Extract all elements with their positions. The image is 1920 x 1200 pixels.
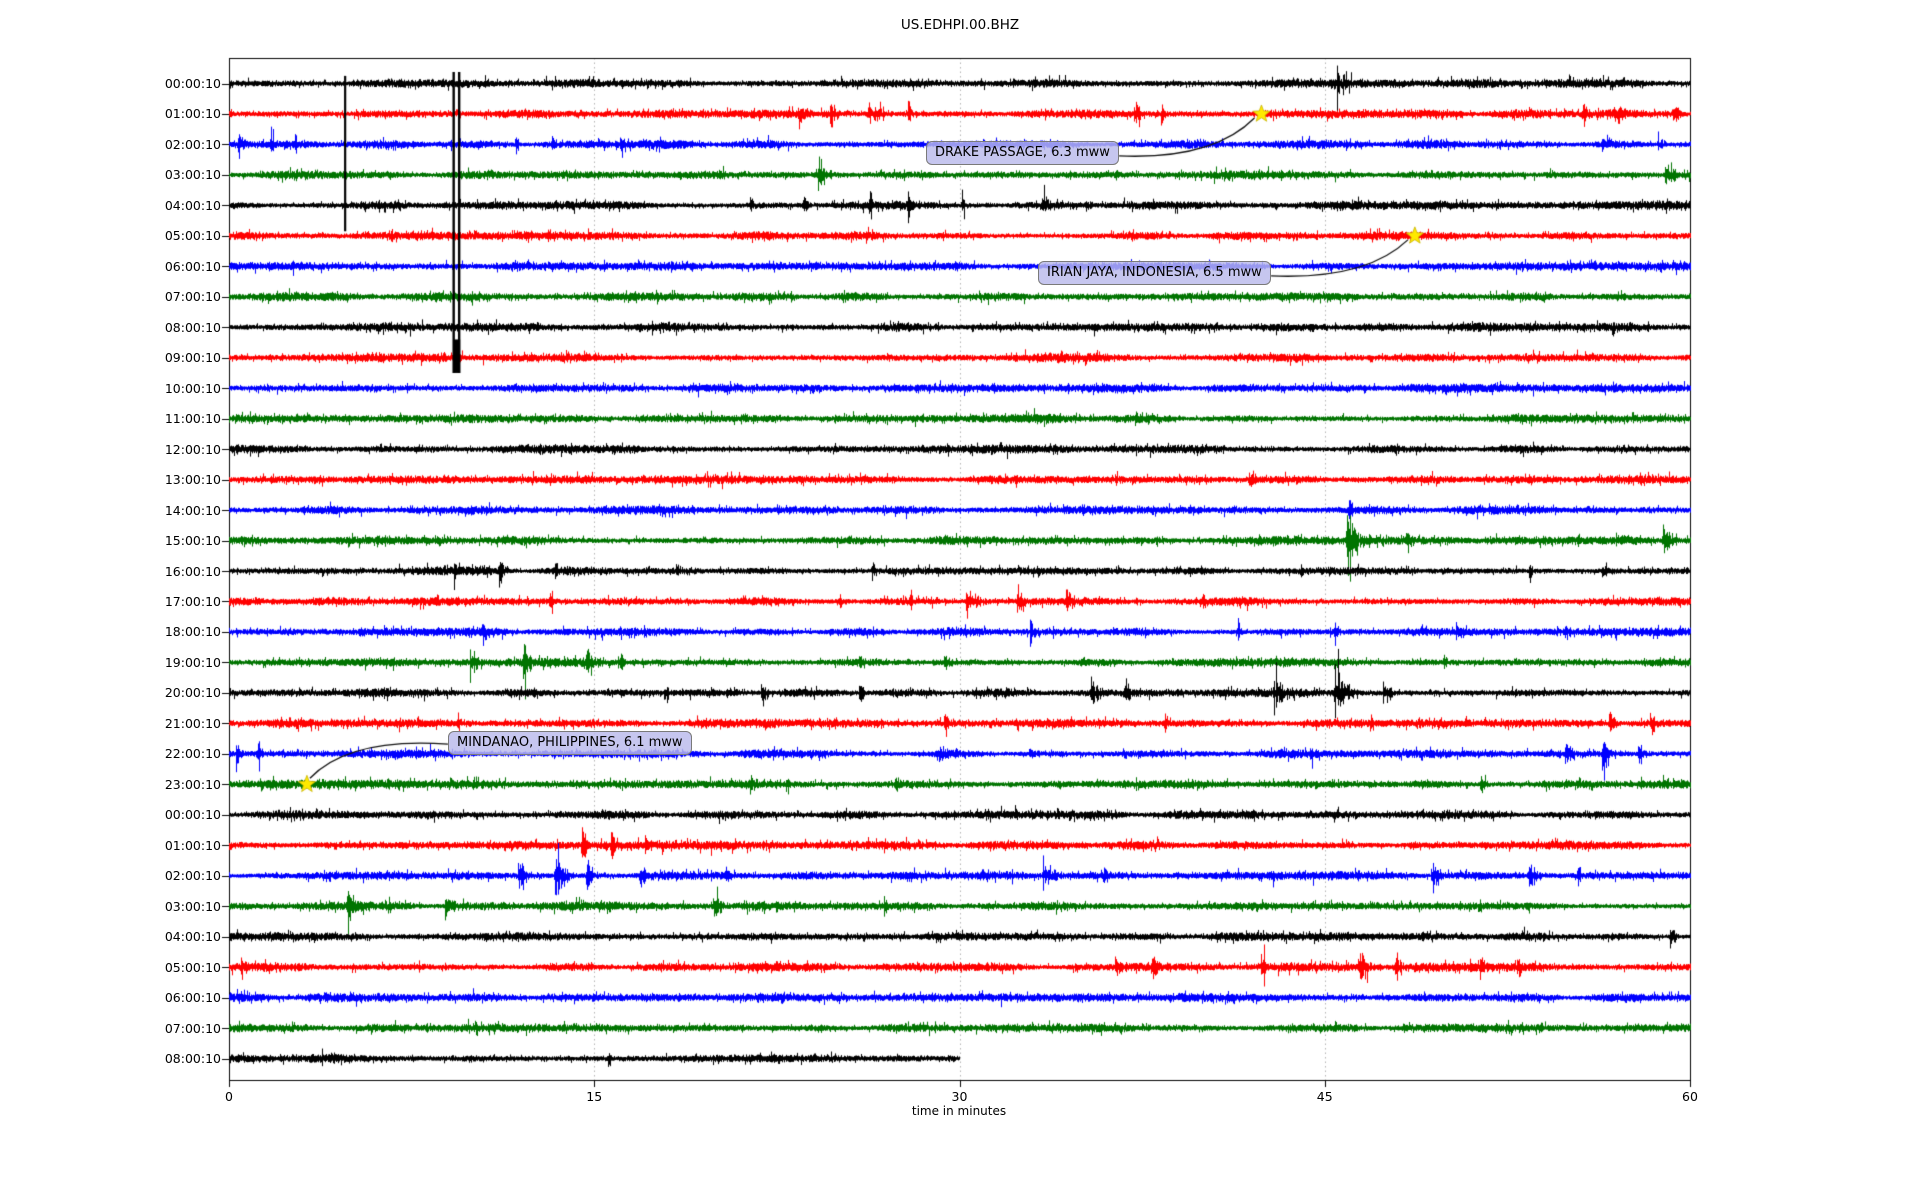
y-tick-label: 19:00:10 <box>164 654 221 670</box>
y-tick-label: 22:00:10 <box>164 746 221 762</box>
y-tick-label: 06:00:10 <box>164 258 221 274</box>
x-tick-label: 0 <box>225 1089 233 1104</box>
y-tick-label: 05:00:10 <box>164 228 221 244</box>
y-tick-label: 10:00:10 <box>164 380 221 396</box>
y-tick-label: 00:00:10 <box>164 807 221 823</box>
event-annotation: IRIAN JAYA, INDONESIA, 6.5 mww <box>1038 261 1271 285</box>
y-tick-label: 03:00:10 <box>164 898 221 914</box>
y-tick-label: 06:00:10 <box>164 990 221 1006</box>
y-tick-label: 11:00:10 <box>164 411 221 427</box>
y-tick-label: 21:00:10 <box>164 715 221 731</box>
event-annotation: DRAKE PASSAGE, 6.3 mww <box>926 141 1119 165</box>
y-tick-label: 16:00:10 <box>164 563 221 579</box>
y-tick-label: 12:00:10 <box>164 441 221 457</box>
y-tick-label: 00:00:10 <box>164 76 221 91</box>
y-tick-label: 03:00:10 <box>164 167 221 183</box>
y-tick-label: 14:00:10 <box>164 502 221 518</box>
y-tick-label: 08:00:10 <box>164 319 221 335</box>
y-tick-label: 09:00:10 <box>164 350 221 366</box>
y-tick-label: 13:00:10 <box>164 472 221 488</box>
x-tick-label: 45 <box>1316 1089 1333 1104</box>
y-tick-label: 02:00:10 <box>164 136 221 152</box>
y-tick-label: 02:00:10 <box>164 868 221 884</box>
x-axis-label: time in minutes <box>911 1104 1007 1118</box>
y-tick-label: 01:00:10 <box>164 106 221 122</box>
y-tick-label: 07:00:10 <box>164 289 221 305</box>
y-tick-label: 23:00:10 <box>164 776 221 792</box>
x-tick-label: 30 <box>951 1089 968 1104</box>
y-tick-label: 17:00:10 <box>164 593 221 609</box>
y-tick-label: 04:00:10 <box>164 929 221 945</box>
x-tick-label: 15 <box>586 1089 603 1104</box>
x-tick-label: 60 <box>1682 1089 1698 1104</box>
y-tick-label: 20:00:10 <box>164 685 221 701</box>
y-tick-label: 04:00:10 <box>164 197 221 213</box>
y-tick-label: 18:00:10 <box>164 624 221 640</box>
y-tick-label: 07:00:10 <box>164 1020 221 1036</box>
y-tick-label: 01:00:10 <box>164 837 221 853</box>
y-tick-label: 08:00:10 <box>164 1051 221 1067</box>
y-tick-label: 15:00:10 <box>164 533 221 549</box>
y-tick-label: 05:00:10 <box>164 959 221 975</box>
event-annotation: MINDANAO, PHILIPPINES, 6.1 mww <box>448 731 692 755</box>
